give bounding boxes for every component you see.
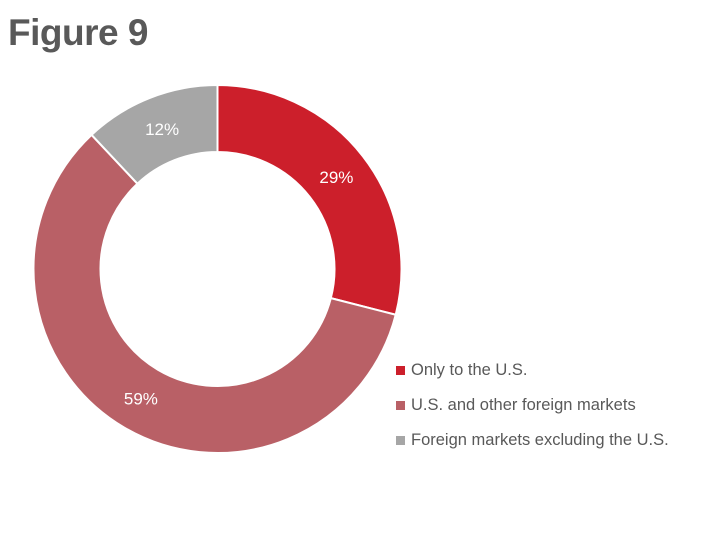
- figure-title: Figure 9: [8, 12, 148, 53]
- legend-item: Only to the U.S.: [396, 353, 669, 388]
- legend: Only to the U.S. U.S. and other foreign …: [396, 353, 669, 458]
- legend-label: Foreign markets excluding the U.S.: [411, 431, 669, 449]
- donut-segment: [90, 83, 219, 186]
- data-label: 12%: [145, 120, 179, 139]
- donut-segment: [32, 133, 397, 454]
- data-label: 29%: [319, 168, 353, 187]
- legend-swatch-icon: [396, 436, 405, 445]
- legend-label: Only to the U.S.: [411, 361, 528, 379]
- donut-segment: [216, 83, 403, 316]
- legend-label: U.S. and other foreign markets: [411, 396, 636, 414]
- data-label: 59%: [124, 390, 158, 409]
- legend-item: U.S. and other foreign markets: [396, 388, 669, 423]
- legend-item: Foreign markets excluding the U.S.: [396, 423, 669, 458]
- legend-swatch-icon: [396, 366, 405, 375]
- legend-swatch-icon: [396, 401, 405, 410]
